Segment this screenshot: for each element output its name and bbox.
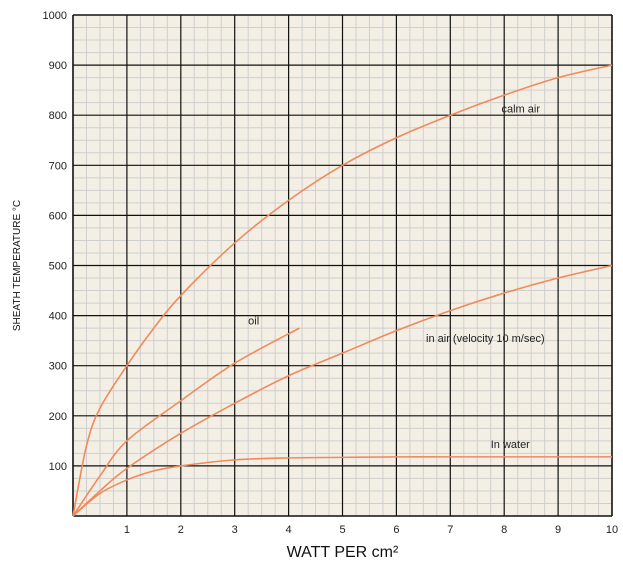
curve-label-in-air-velocity-10-m-sec: in air (velocity 10 m/sec) [426, 333, 545, 345]
x-tick-label: 2 [178, 524, 184, 536]
y-tick-label: 300 [49, 361, 67, 373]
tick-labels: 1 2 3 4 5 6 7 8 9 10 100 200 300 400 500 600 700 800 900 10… [43, 10, 619, 536]
x-tick-label: 7 [447, 524, 453, 536]
x-tick-label: 10 [606, 524, 618, 536]
y-tick-label: 800 [49, 110, 67, 122]
y-tick-label: 1000 [43, 10, 67, 22]
curve-label-calm-air: calm air [502, 104, 541, 116]
y-tick-label: 200 [49, 411, 67, 423]
y-axis-title: SHEATH TEMPERATURE °C [12, 200, 23, 331]
curve-labels: calm air oil in air (velocity 10 m/sec) In … [248, 104, 544, 451]
x-tick-label: 1 [124, 524, 130, 536]
x-tick-label: 8 [501, 524, 507, 536]
curve-calm-air [72, 64, 613, 517]
curves [72, 64, 613, 517]
y-tick-label: 900 [49, 60, 67, 72]
curve-oil [72, 327, 300, 517]
curve-label-oil: oil [248, 316, 259, 328]
x-axis-title: WATT PER cm² [287, 544, 399, 561]
y-tick-label: 500 [49, 261, 67, 273]
x-tick-label: 5 [339, 524, 345, 536]
x-tick-label: 9 [555, 524, 561, 536]
curve-in-air-velocity-10-m-sec [72, 264, 613, 517]
x-tick-label: 4 [286, 524, 292, 536]
y-tick-label: 100 [49, 461, 67, 473]
y-tick-label: 700 [49, 160, 67, 172]
y-tick-label: 600 [49, 210, 67, 222]
x-tick-label: 3 [232, 524, 238, 536]
x-tick-label: 6 [393, 524, 399, 536]
curve-in-water [72, 456, 612, 517]
y-tick-label: 400 [49, 311, 67, 323]
curve-label-in-water: In water [491, 439, 530, 451]
